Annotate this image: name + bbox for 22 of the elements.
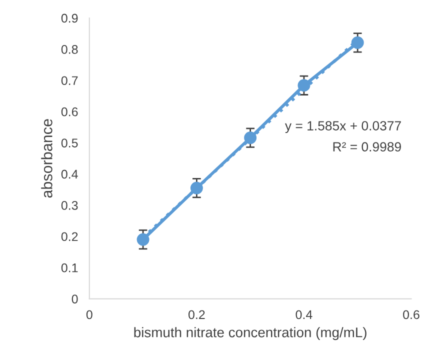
y-tick-label: 0.6 xyxy=(61,107,78,116)
annotation: y = 1.585x + 0.0377 xyxy=(284,121,401,134)
y-tick-label: 0.8 xyxy=(61,45,78,54)
y-tick-label: 0.7 xyxy=(61,76,78,86)
annotation: R² = 0.9989 xyxy=(333,142,401,152)
x-tick-label: 0.2 xyxy=(188,310,205,320)
y-tick-label: 0.2 xyxy=(61,232,78,242)
x-tick-label: 0.6 xyxy=(403,310,420,320)
y-tick-label: 0.3 xyxy=(61,201,78,210)
y-tick-label: 0.4 xyxy=(61,170,78,179)
x-tick-label: 0.4 xyxy=(296,310,312,320)
y-tick-label: 0.1 xyxy=(61,263,78,272)
point xyxy=(244,132,257,144)
point xyxy=(351,36,364,49)
x-axis-title: bismuth nitrate concentration (mg/mL) xyxy=(134,327,366,340)
y-tick-label: 0.5 xyxy=(61,138,78,148)
point xyxy=(298,79,310,92)
y-axis-title: absorbance xyxy=(41,119,52,198)
y-tick-label: 0.9 xyxy=(61,14,78,23)
point xyxy=(136,233,150,246)
x-tick-label: 0 xyxy=(86,310,92,320)
y-tick-label: 0 xyxy=(72,294,78,304)
